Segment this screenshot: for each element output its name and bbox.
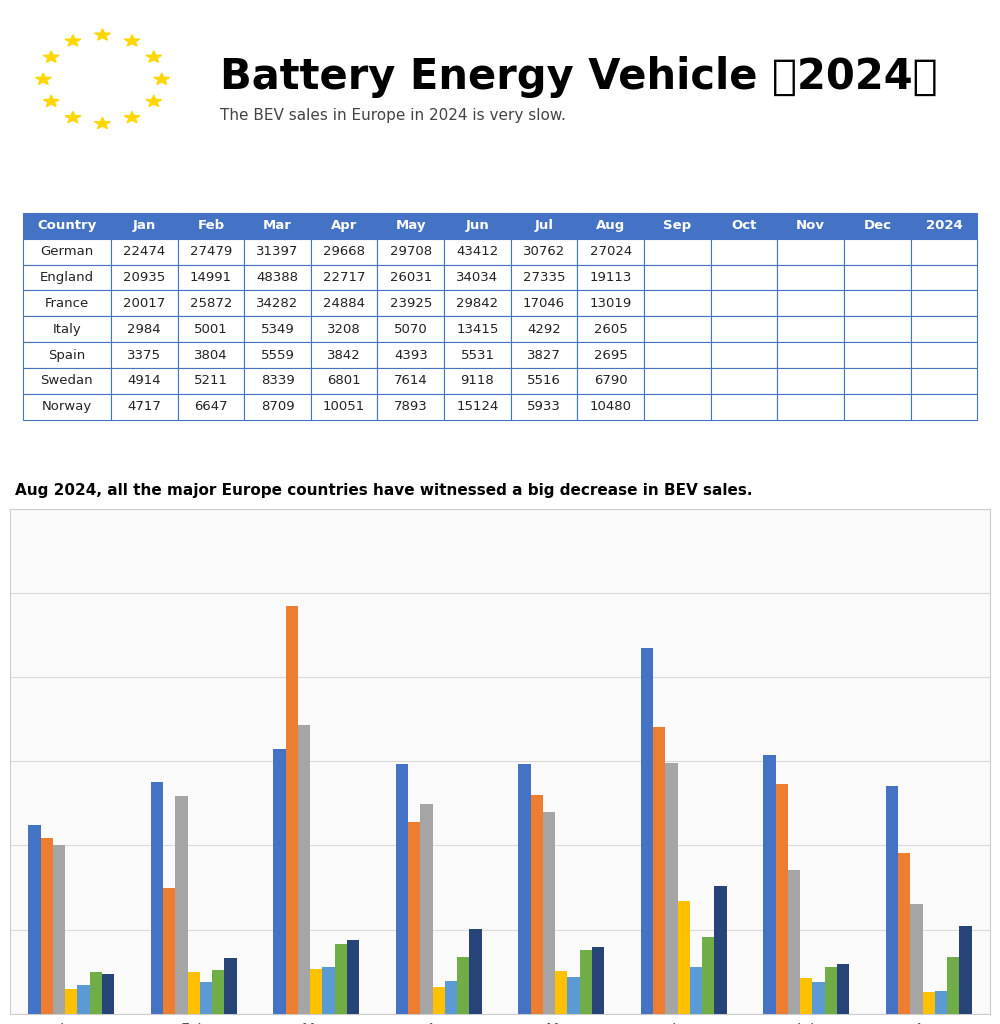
Bar: [175, 796, 188, 1014]
Text: The BEV sales in Europe in 2024 is very slow.: The BEV sales in Europe in 2024 is very …: [220, 108, 566, 123]
Bar: [298, 725, 310, 1014]
Polygon shape: [43, 51, 59, 62]
Bar: [923, 992, 935, 1014]
Polygon shape: [154, 73, 170, 84]
Bar: [286, 606, 298, 1014]
Polygon shape: [35, 73, 51, 84]
Bar: [531, 795, 543, 1014]
Bar: [53, 845, 65, 1014]
Bar: [812, 982, 825, 1014]
Bar: [690, 968, 702, 1014]
Polygon shape: [65, 112, 81, 123]
Bar: [947, 956, 959, 1014]
Text: Battery Energy Vehicle （2024）: Battery Energy Vehicle （2024）: [220, 56, 938, 98]
Bar: [433, 987, 445, 1014]
Bar: [469, 929, 482, 1014]
Bar: [788, 870, 800, 1014]
Bar: [567, 977, 580, 1014]
Polygon shape: [43, 95, 59, 106]
Polygon shape: [146, 95, 162, 106]
Bar: [273, 750, 286, 1014]
Polygon shape: [95, 118, 110, 129]
Polygon shape: [124, 35, 140, 46]
Polygon shape: [95, 29, 110, 40]
Bar: [396, 764, 408, 1014]
Bar: [653, 727, 665, 1014]
Polygon shape: [146, 51, 162, 62]
Bar: [90, 973, 102, 1014]
Bar: [898, 853, 910, 1014]
Bar: [310, 969, 322, 1014]
Bar: [555, 971, 567, 1014]
Polygon shape: [65, 35, 81, 46]
Bar: [886, 786, 898, 1014]
Bar: [825, 968, 837, 1014]
Bar: [41, 838, 53, 1014]
Bar: [188, 972, 200, 1014]
Bar: [102, 974, 114, 1014]
Bar: [212, 970, 224, 1014]
Bar: [776, 783, 788, 1014]
Bar: [77, 985, 90, 1014]
Bar: [335, 943, 347, 1014]
Text: Aug 2024, all the major Europe countries have witnessed a big decrease in BEV sa: Aug 2024, all the major Europe countries…: [15, 482, 752, 498]
Bar: [322, 967, 335, 1014]
Bar: [678, 901, 690, 1014]
Bar: [445, 981, 457, 1014]
Bar: [457, 956, 469, 1014]
Bar: [65, 988, 77, 1014]
Bar: [580, 949, 592, 1014]
Bar: [702, 937, 714, 1014]
Bar: [224, 957, 237, 1014]
Bar: [518, 764, 531, 1014]
Bar: [837, 964, 849, 1014]
Bar: [408, 822, 420, 1014]
Bar: [543, 812, 555, 1014]
Bar: [959, 926, 972, 1014]
Bar: [641, 648, 653, 1014]
Bar: [420, 804, 433, 1014]
Bar: [800, 978, 812, 1014]
Bar: [665, 763, 678, 1014]
Bar: [200, 982, 212, 1014]
Bar: [935, 991, 947, 1014]
Bar: [592, 947, 604, 1014]
Bar: [163, 888, 175, 1014]
Bar: [151, 782, 163, 1014]
Bar: [714, 887, 727, 1014]
Bar: [910, 904, 923, 1014]
Bar: [347, 940, 359, 1014]
Polygon shape: [124, 112, 140, 123]
Bar: [28, 824, 41, 1014]
Bar: [763, 755, 776, 1014]
